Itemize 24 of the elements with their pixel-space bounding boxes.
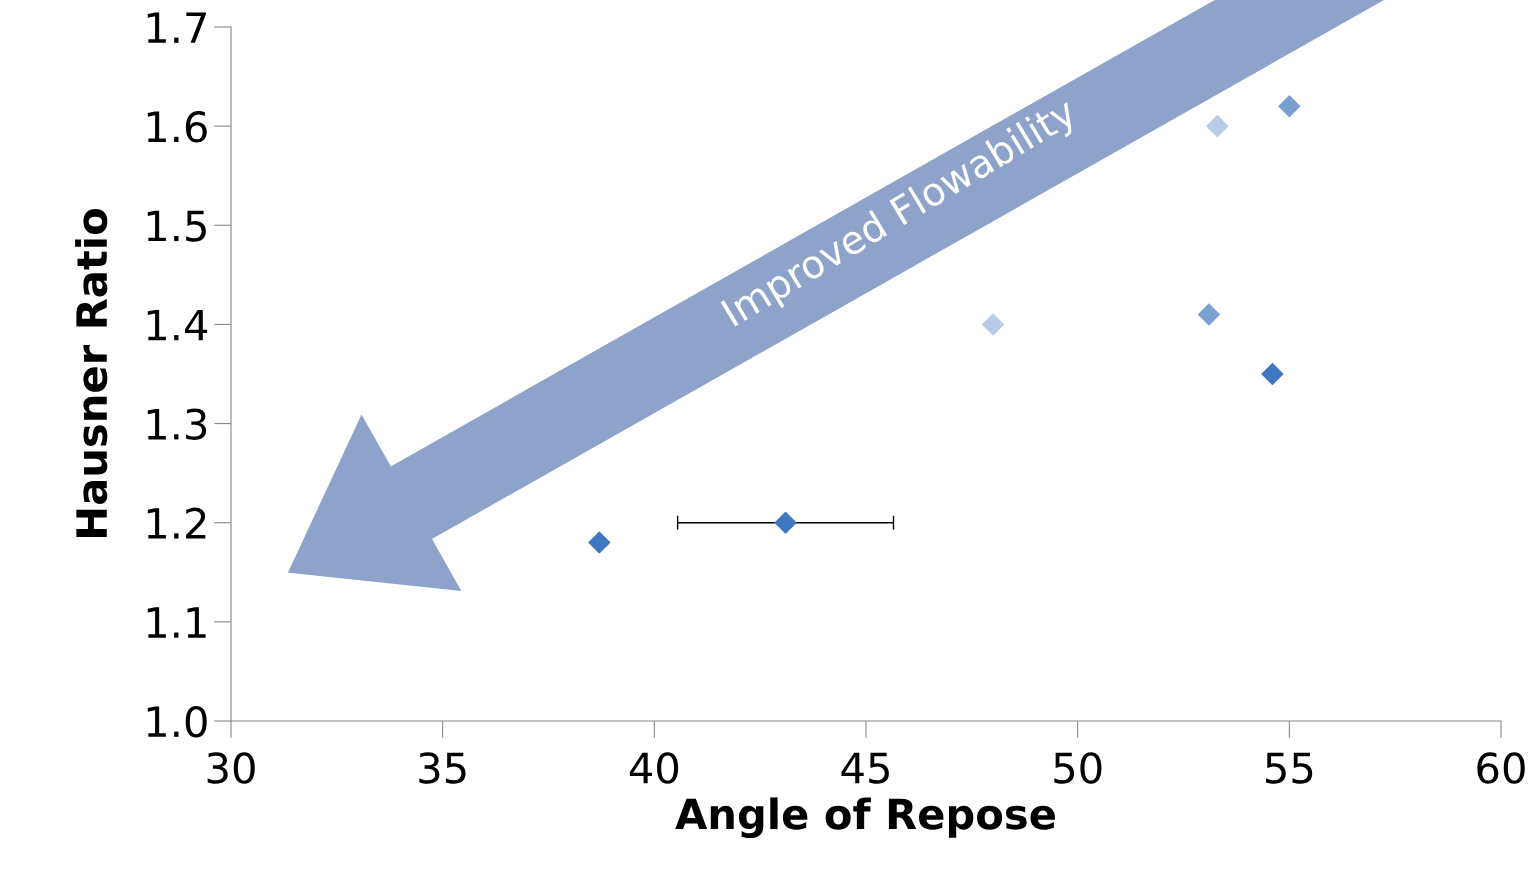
x-axis-title: Angle of Repose: [675, 797, 1055, 839]
point: [774, 511, 797, 534]
x-tick-label: 45: [841, 752, 889, 784]
y-tick-label: 1.0: [147, 705, 207, 738]
x-tick-label: 35: [419, 752, 466, 784]
y-tick-label: 1.3: [147, 408, 207, 440]
point: [1197, 303, 1220, 326]
y-axis-title: Hausner Ratio: [75, 209, 108, 537]
x-tick-label: 30: [207, 752, 255, 784]
point: [1261, 363, 1284, 385]
x-tick-label: 50: [1054, 752, 1102, 784]
y-tick-label: 1.2: [147, 507, 206, 539]
x-tick-label: 60: [1477, 752, 1525, 784]
point: [982, 313, 1004, 336]
y-tick-label: 1.7: [147, 12, 206, 43]
y-tick-label: 1.6: [147, 111, 207, 143]
y-tick-label: 1.1: [147, 607, 206, 638]
point: [1206, 115, 1229, 138]
y-tick-label: 1.4: [147, 309, 208, 341]
point: [1278, 95, 1301, 118]
y-tick-label: 1.5: [147, 210, 206, 242]
point: [588, 531, 611, 554]
x-tick-label: 40: [629, 752, 679, 784]
x-tick-label: 55: [1266, 752, 1313, 784]
